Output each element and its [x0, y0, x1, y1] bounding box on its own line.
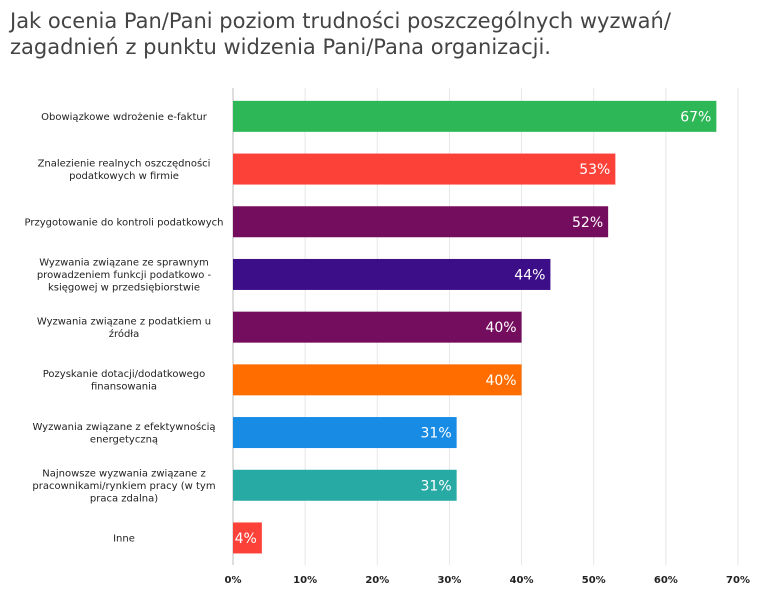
bar	[233, 311, 522, 343]
value-label: 40%	[485, 373, 516, 389]
value-label: 53%	[579, 162, 610, 178]
category-labels: Obowiązkowe wdrożenie e-faktur Znalezieni…	[25, 112, 224, 545]
bar	[233, 469, 457, 501]
page-title: Jak ocenia Pan/Pani poziom trudności pos…	[10, 9, 671, 59]
bar	[233, 153, 616, 185]
value-label: 67%	[680, 109, 711, 125]
category-label: Wyzwania związane z podatkiem u źródła	[37, 316, 211, 340]
x-tick-label: 50%	[582, 575, 606, 586]
category-label: Inne	[113, 533, 135, 544]
x-tick-label: 70%	[726, 575, 750, 586]
value-label: 44%	[514, 267, 545, 283]
category-label: Przygotowanie do kontroli podatkowych	[25, 217, 224, 228]
value-label: 31%	[421, 426, 452, 442]
category-label: Wyzwania związane ze sprawnym prowadzenie…	[37, 257, 212, 293]
value-label: 31%	[421, 478, 452, 494]
bar	[233, 522, 262, 554]
category-label: Pozyskanie dotacji/dodatkowego finansowan…	[43, 369, 206, 393]
x-tick-label: 30%	[437, 575, 461, 586]
x-tick-label: 10%	[293, 575, 317, 586]
value-label: 52%	[572, 215, 603, 231]
value-labels: 67% 53% 52% 44% 40% 40% 31% 31% 4%	[235, 109, 712, 547]
value-label: 4%	[235, 531, 257, 547]
bar	[233, 417, 457, 449]
category-label: Wyzwania związane z efektywnością energet…	[32, 421, 215, 446]
bar	[233, 206, 609, 238]
bar	[233, 364, 522, 396]
category-label: Obowiązkowe wdrożenie e-faktur	[41, 112, 208, 123]
x-tick-label: 60%	[654, 575, 678, 586]
value-label: 40%	[485, 320, 516, 336]
bar	[233, 100, 717, 132]
bars	[233, 100, 717, 554]
bar	[233, 258, 551, 290]
x-tick-label: 20%	[365, 575, 389, 586]
x-tick-label: 0%	[225, 575, 242, 586]
category-label: Znalezienie realnych oszczędności podatko…	[38, 157, 211, 182]
x-tick-label: 40%	[510, 575, 534, 586]
category-label: Najnowsze wyzwania związane z pracownikam…	[32, 468, 215, 504]
x-axis-ticks: 0% 10% 20% 30% 40% 50% 60% 70%	[225, 575, 750, 586]
